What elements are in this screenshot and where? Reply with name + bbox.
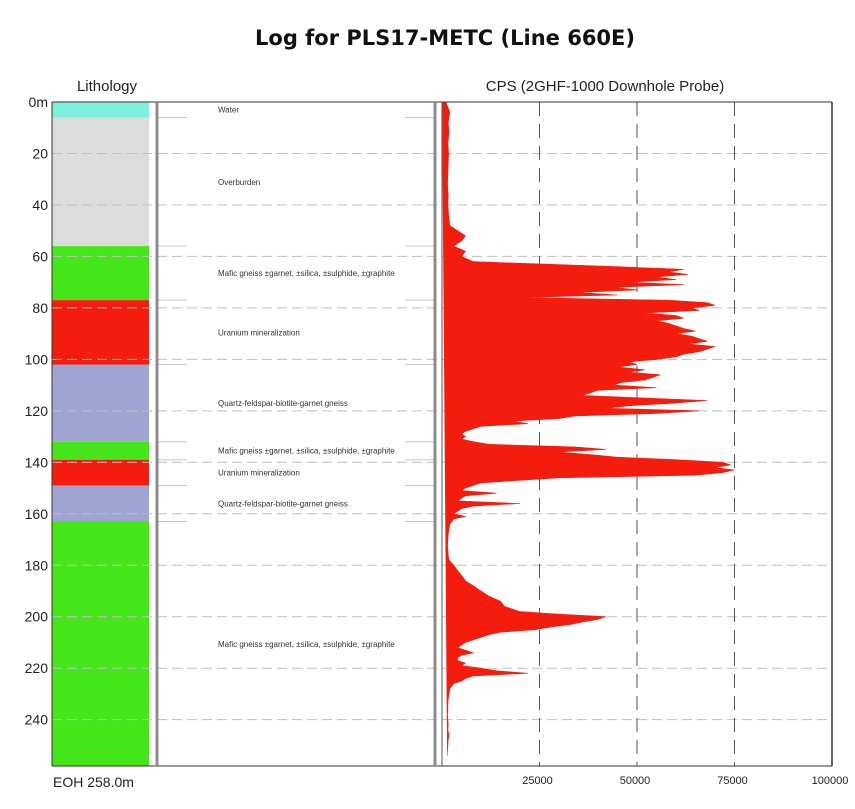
lithology-label-3: Uranium mineralization <box>218 328 300 337</box>
lithology-label-6: Uranium mineralization <box>218 469 300 478</box>
depth-tick-3: 60 <box>32 248 48 264</box>
cps-tick-labels: 25000 50000 75000 100000 <box>522 775 848 787</box>
lithology-unit-4 <box>52 364 149 442</box>
end-of-hole-label: EOH 258.0m <box>53 774 134 790</box>
depth-tick-0: 0m <box>29 94 48 110</box>
depth-tick-8: 160 <box>25 506 49 522</box>
lithology-label-8: Mafic gneiss ±garnet, ±silica, ±sulphide… <box>218 640 395 649</box>
depth-tick-9: 180 <box>25 557 49 573</box>
lithology-label-1: Overburden <box>218 178 260 187</box>
lithology-unit-5 <box>52 441 149 460</box>
lithology-label-7: Quartz-feldspar-biotite-garnet gneiss <box>218 499 348 508</box>
chart-frame <box>51 101 833 767</box>
depth-tick-10: 200 <box>25 609 49 625</box>
cps-series <box>442 101 735 756</box>
cps-tick-0: 25000 <box>522 775 553 787</box>
depth-tick-6: 120 <box>25 403 49 419</box>
cps-tick-2: 75000 <box>717 775 748 787</box>
lithology-unit-8 <box>52 521 149 766</box>
depth-tick-11: 220 <box>25 660 49 676</box>
chart-title: Log for PLS17-METC (Line 660E) <box>255 26 635 50</box>
lithology-label-2: Mafic gneiss ±garnet, ±silica, ±sulphide… <box>218 269 395 278</box>
depth-tick-5: 100 <box>25 351 49 367</box>
lithology-label-4: Quartz-feldspar-biotite-garnet gneiss <box>218 399 348 408</box>
lithology-label-0: Water <box>218 106 239 115</box>
lithology-descriptions: Water Overburden Mafic gneiss ±garnet, ±si… <box>157 106 435 649</box>
cps-header: CPS (2GHF-1000 Downhole Probe) <box>486 78 724 95</box>
cps-tick-1: 50000 <box>620 775 651 787</box>
depth-tick-4: 80 <box>32 300 48 316</box>
depth-tick-labels: 0m 20 40 60 80 100 120 140 160 180 200 220 240 <box>25 94 49 728</box>
lithology-unit-0 <box>52 102 149 118</box>
lithology-unit-1 <box>52 117 149 247</box>
lithology-column <box>52 102 149 766</box>
lithology-unit-7 <box>52 485 149 522</box>
cps-tick-3: 100000 <box>812 775 849 787</box>
cps-gridlines <box>539 102 833 766</box>
lithology-unit-2 <box>52 246 149 301</box>
depth-tick-1: 20 <box>32 145 48 161</box>
lithology-unit-6 <box>52 459 149 486</box>
depth-tick-12: 240 <box>25 712 49 728</box>
depth-tick-2: 40 <box>32 197 48 213</box>
cps-series-area-0 <box>442 101 735 756</box>
lithology-unit-3 <box>52 300 149 365</box>
lithology-header: Lithology <box>77 78 138 95</box>
lithology-label-5: Mafic gneiss ±garnet, ±silica, ±sulphide… <box>218 447 395 456</box>
depth-tick-7: 140 <box>25 454 49 470</box>
